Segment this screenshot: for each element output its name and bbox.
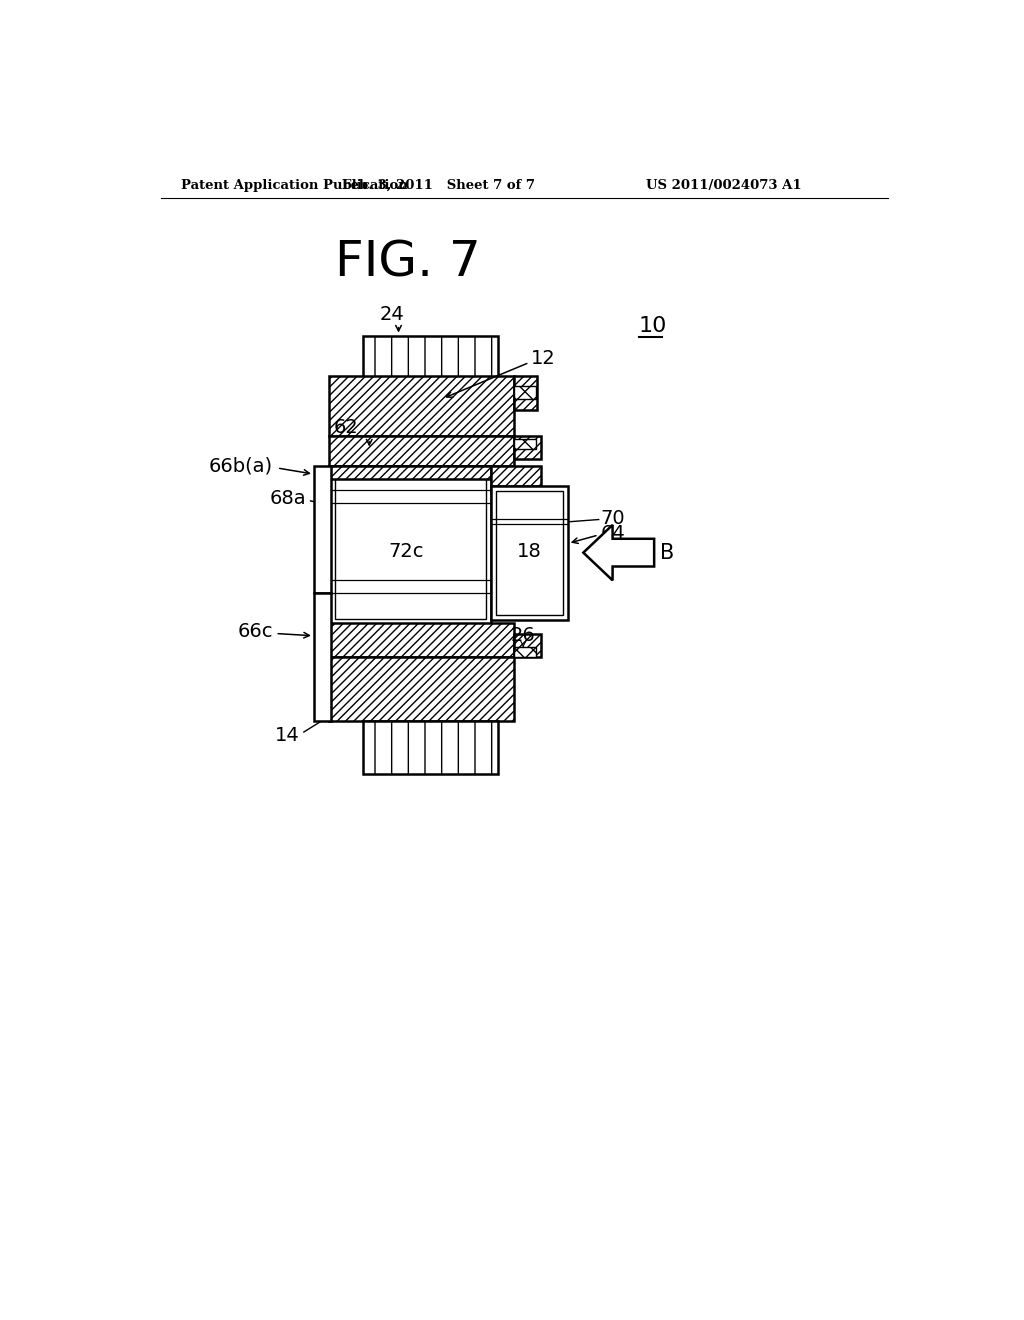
Bar — [330, 436, 514, 466]
Bar — [330, 466, 490, 479]
Text: 26: 26 — [511, 626, 536, 645]
Text: 72c: 72c — [388, 541, 424, 561]
Bar — [313, 594, 331, 721]
Bar — [313, 466, 331, 594]
Bar — [514, 376, 538, 411]
Bar — [364, 721, 498, 775]
Text: 68a: 68a — [269, 490, 306, 508]
Bar — [335, 473, 485, 619]
Text: B: B — [660, 543, 675, 562]
Text: Patent Application Publication: Patent Application Publication — [180, 178, 408, 191]
Text: 70: 70 — [600, 510, 625, 528]
Text: 24: 24 — [380, 305, 404, 323]
Text: 12: 12 — [531, 348, 556, 368]
Text: 66b(a): 66b(a) — [209, 457, 273, 477]
Bar — [514, 647, 536, 657]
Bar — [364, 335, 498, 378]
Text: 62: 62 — [334, 418, 358, 437]
Text: 64: 64 — [600, 524, 625, 543]
Text: 18: 18 — [517, 541, 542, 561]
Bar — [514, 436, 541, 459]
Text: FIG. 7: FIG. 7 — [335, 239, 480, 286]
Text: 10: 10 — [639, 315, 667, 335]
Bar — [497, 491, 562, 615]
Bar — [330, 656, 514, 721]
Text: 66c: 66c — [238, 623, 273, 642]
Bar — [490, 466, 541, 486]
Bar — [330, 376, 514, 436]
Bar — [330, 466, 490, 624]
Text: Feb. 3, 2011   Sheet 7 of 7: Feb. 3, 2011 Sheet 7 of 7 — [342, 178, 536, 191]
Polygon shape — [584, 525, 654, 581]
Bar — [330, 623, 514, 657]
Text: 14: 14 — [275, 726, 300, 746]
Bar — [514, 635, 541, 657]
Bar — [514, 385, 536, 400]
Text: US 2011/0024073 A1: US 2011/0024073 A1 — [646, 178, 802, 191]
Bar — [490, 486, 568, 620]
Bar — [514, 438, 536, 449]
